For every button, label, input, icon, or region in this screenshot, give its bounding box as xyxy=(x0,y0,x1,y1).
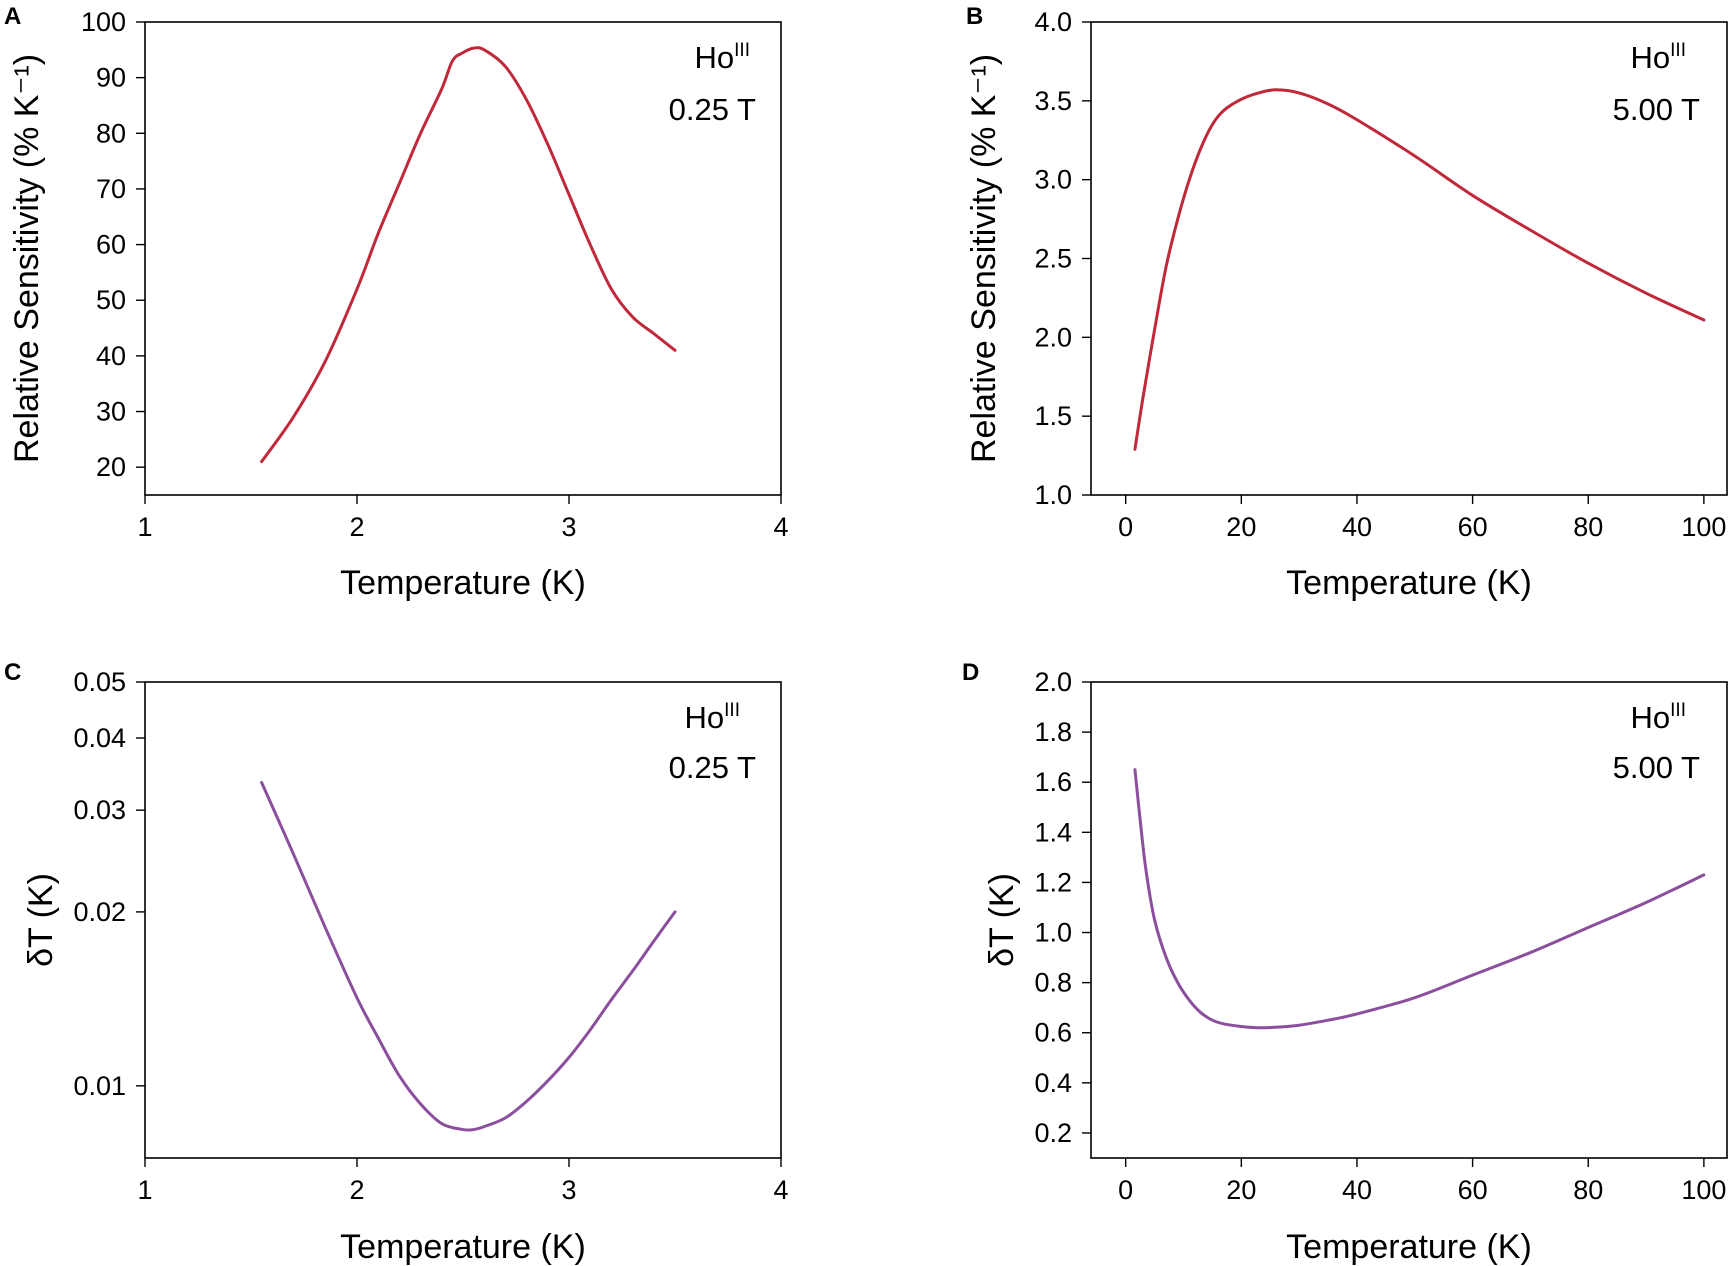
y-tick-label: 0.6 xyxy=(1034,1018,1072,1048)
plot-frame xyxy=(144,681,782,1159)
panel-c: C Temperature (K) δT (K) HoIII 0.25 T 1 2… xyxy=(4,659,789,1266)
tick-group: 1 2 3 4 0.01 0.02 0.03 0.04 0.05 xyxy=(73,667,788,1205)
y-tick-label: 30 xyxy=(96,397,126,427)
x-tick-label: 80 xyxy=(1573,512,1603,542)
y-tick-label: 1.5 xyxy=(1034,401,1072,431)
x-tick-label: 0 xyxy=(1118,1175,1133,1205)
annotation-element-name: Ho xyxy=(1631,700,1671,735)
y-tick-label: 90 xyxy=(96,63,126,93)
panel-letter: B xyxy=(966,3,983,30)
x-tick-label: 3 xyxy=(561,1175,576,1205)
annotation-element: HoIII xyxy=(685,700,740,735)
annotation-element: HoIII xyxy=(1631,40,1686,75)
x-tick-label: 100 xyxy=(1681,1175,1726,1205)
y-tick-label: 1.4 xyxy=(1034,817,1072,847)
annotation-element-name: Ho xyxy=(695,40,735,75)
annotation-element-name: Ho xyxy=(1631,40,1671,75)
y-tick-label: 0.8 xyxy=(1034,968,1072,998)
y-tick-label: 70 xyxy=(96,174,126,204)
panel-b: B Temperature (K) Relative Sensitivity (… xyxy=(965,3,1728,602)
x-tick-label: 4 xyxy=(773,512,788,542)
series-group xyxy=(1133,768,1706,1030)
annotation-superscript: III xyxy=(734,40,750,61)
x-axis-label: Temperature (K) xyxy=(340,564,586,602)
x-tick-label: 60 xyxy=(1458,512,1488,542)
x-tick-label: 1 xyxy=(137,1175,152,1205)
annotation-field: 5.00 T xyxy=(1613,92,1700,127)
panel-letter: C xyxy=(4,659,21,686)
x-tick-label: 4 xyxy=(773,1175,788,1205)
tick-group: 1 2 3 4 20 30 40 50 60 70 80 90 100 xyxy=(81,7,789,542)
y-tick-label: 60 xyxy=(96,230,126,260)
x-tick-label: 1 xyxy=(137,512,152,542)
x-tick-label: 20 xyxy=(1226,512,1256,542)
annotation-superscript: III xyxy=(1670,40,1686,61)
panel-a: A Temperature (K) Relative Sensitivity (… xyxy=(4,3,789,602)
plot-frame xyxy=(144,21,782,496)
annotation-field: 0.25 T xyxy=(669,92,756,127)
y-tick-label: 0.2 xyxy=(1034,1118,1072,1148)
y-tick-label: 3.0 xyxy=(1034,165,1072,195)
x-tick-label: 100 xyxy=(1681,512,1726,542)
x-tick-label: 40 xyxy=(1342,512,1372,542)
annotation-superscript: III xyxy=(1670,700,1686,721)
x-axis-label: Temperature (K) xyxy=(1286,1228,1532,1266)
x-tick-label: 80 xyxy=(1573,1175,1603,1205)
y-tick-label: 80 xyxy=(96,118,126,148)
y-axis-label: Relative Sensitivity (% K⁻¹) xyxy=(8,54,46,463)
y-tick-label: 0.4 xyxy=(1034,1068,1072,1098)
series-group xyxy=(260,780,677,1132)
y-tick-label: 3.5 xyxy=(1034,86,1072,116)
y-tick-label: 0.04 xyxy=(73,723,126,753)
plot-frame xyxy=(1090,681,1728,1159)
y-tick-label: 0.02 xyxy=(73,897,126,927)
y-tick-label: 50 xyxy=(96,285,126,315)
panel-letter: D xyxy=(962,659,979,686)
y-tick-label: 2.0 xyxy=(1034,322,1072,352)
panel-letter: A xyxy=(4,3,21,30)
y-tick-label: 1.0 xyxy=(1034,480,1072,510)
y-tick-label: 0.05 xyxy=(73,667,126,697)
y-tick-label: 1.6 xyxy=(1034,767,1072,797)
y-axis-label: δT (K) xyxy=(22,873,60,967)
series-group xyxy=(260,46,677,464)
x-tick-label: 0 xyxy=(1118,512,1133,542)
annotation-element: HoIII xyxy=(1631,700,1686,735)
annotation-field: 5.00 T xyxy=(1613,750,1700,785)
x-tick-label: 40 xyxy=(1342,1175,1372,1205)
series-group xyxy=(1133,88,1706,451)
y-axis-label: δT (K) xyxy=(983,873,1021,967)
y-tick-label: 1.8 xyxy=(1034,717,1072,747)
tick-group: 0 20 40 60 80 100 1.0 1.5 2.0 2.5 3.0 3.5 4.0 xyxy=(1034,7,1726,542)
series-line xyxy=(1133,88,1706,451)
series-line xyxy=(260,780,677,1132)
y-tick-label: 100 xyxy=(81,7,126,37)
y-tick-label: 2.0 xyxy=(1034,667,1072,697)
y-tick-label: 20 xyxy=(96,452,126,482)
x-axis-label: Temperature (K) xyxy=(340,1228,586,1266)
annotation-superscript: III xyxy=(724,700,740,721)
series-line xyxy=(1133,768,1706,1030)
annotation-element: HoIII xyxy=(695,40,750,75)
y-tick-label: 40 xyxy=(96,341,126,371)
annotation-element-name: Ho xyxy=(685,700,725,735)
y-tick-label: 1.2 xyxy=(1034,867,1072,897)
x-tick-label: 60 xyxy=(1458,1175,1488,1205)
y-tick-label: 4.0 xyxy=(1034,7,1072,37)
annotation-field: 0.25 T xyxy=(669,750,756,785)
x-tick-label: 2 xyxy=(349,1175,364,1205)
y-tick-label: 2.5 xyxy=(1034,244,1072,274)
x-tick-label: 2 xyxy=(349,512,364,542)
y-tick-label: 0.01 xyxy=(73,1071,126,1101)
y-tick-label: 0.03 xyxy=(73,795,126,825)
y-tick-label: 1.0 xyxy=(1034,918,1072,948)
x-tick-label: 3 xyxy=(561,512,576,542)
tick-group: 0 20 40 60 80 100 0.2 0.4 0.6 0.8 1.0 1.2 1.4 1.6 1.8 2… xyxy=(1034,667,1726,1205)
y-axis-label: Relative Sensitivity (% K⁻¹) xyxy=(965,54,1003,463)
x-axis-label: Temperature (K) xyxy=(1286,564,1532,602)
panel-d: D Temperature (K) δT (K) HoIII 5.00 T 0 2… xyxy=(962,659,1728,1266)
series-line xyxy=(260,46,677,464)
x-tick-label: 20 xyxy=(1226,1175,1256,1205)
